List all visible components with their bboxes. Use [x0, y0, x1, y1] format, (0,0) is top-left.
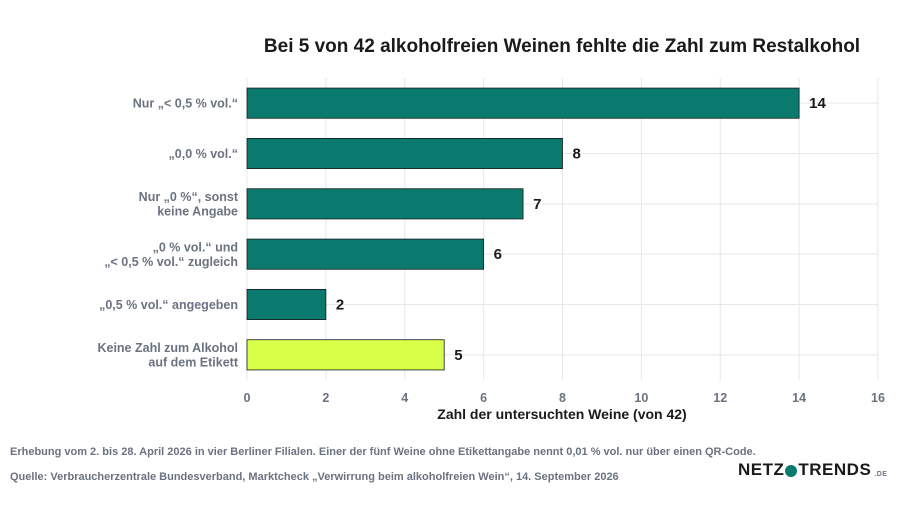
- category-label-line: „0,5 % vol.“ angegeben: [99, 298, 238, 312]
- category-label-line: „0 % vol.“ und: [153, 240, 238, 254]
- category-label: Nur „0 %“, sonst keine Angabe: [139, 190, 239, 219]
- category-label: „0,5 % vol.“ angegeben: [99, 298, 238, 312]
- bar: [246, 87, 800, 119]
- category-label: „0 % vol.“ und „< 0,5 % vol.“ zugleich: [104, 240, 238, 269]
- category-label-line: „0,0 % vol.“: [169, 147, 238, 161]
- category-label-line: Nur „0 %“, sonst: [139, 190, 239, 204]
- source-line: Quelle: Verbraucherzentrale Bundesverban…: [10, 471, 619, 483]
- category-label-line: „< 0,5 % vol.“ zugleich: [104, 255, 238, 269]
- logo-text-left: NETZ: [738, 460, 785, 479]
- x-axis-label: Zahl der untersuchten Weine (von 42): [437, 406, 686, 422]
- x-tick-label: 2: [322, 391, 329, 405]
- x-tick-label: 16: [871, 391, 885, 405]
- x-tick-label: 10: [634, 391, 648, 405]
- bar: [246, 339, 445, 371]
- bar: [246, 288, 327, 320]
- category-label-line: keine Angabe: [157, 205, 238, 219]
- grid-lines: [246, 78, 879, 380]
- bars: [246, 87, 800, 371]
- value-label: 6: [494, 246, 502, 263]
- value-label: 2: [336, 297, 344, 314]
- category-label: Nur „< 0,5 % vol.“: [133, 97, 238, 111]
- x-tick-label: 14: [792, 391, 806, 405]
- chart-title: Bei 5 von 42 alkoholfreien Weinen fehlte…: [264, 36, 860, 57]
- x-tick-label: 4: [401, 391, 408, 405]
- category-label: „0,0 % vol.“: [169, 147, 238, 161]
- brand-logo: NETZ TRENDS .DE: [738, 460, 887, 480]
- logo-dot-icon: [785, 465, 798, 477]
- category-label-line: Nur „< 0,5 % vol.“: [133, 97, 238, 111]
- bar: [246, 137, 563, 169]
- x-tick-labels: 0 2 4 6 8 10 12 14 16: [244, 391, 885, 405]
- logo-tld: .DE: [874, 470, 888, 478]
- x-tick-label: 6: [480, 391, 487, 405]
- value-label: 8: [573, 146, 581, 163]
- category-label-line: auf dem Etikett: [148, 356, 238, 370]
- category-label-line: Keine Zahl zum Alkohol: [97, 341, 238, 355]
- value-label: 7: [533, 196, 541, 213]
- value-labels: 14 8 7 6 2 5: [336, 95, 827, 364]
- value-label: 5: [454, 347, 462, 364]
- bar: [246, 188, 524, 220]
- bar: [246, 238, 485, 270]
- footnote: Erhebung vom 2. bis 28. April 2026 in vi…: [10, 446, 756, 458]
- value-label: 14: [809, 95, 826, 112]
- x-tick-label: 0: [244, 391, 251, 405]
- x-tick-label: 8: [559, 391, 566, 405]
- x-tick-label: 12: [713, 391, 727, 405]
- logo-text-right: TRENDS: [798, 460, 872, 479]
- category-label: Keine Zahl zum Alkohol auf dem Etikett: [97, 341, 238, 370]
- category-labels: Nur „< 0,5 % vol.“ „0,0 % vol.“ Nur „0 %“,…: [97, 97, 238, 370]
